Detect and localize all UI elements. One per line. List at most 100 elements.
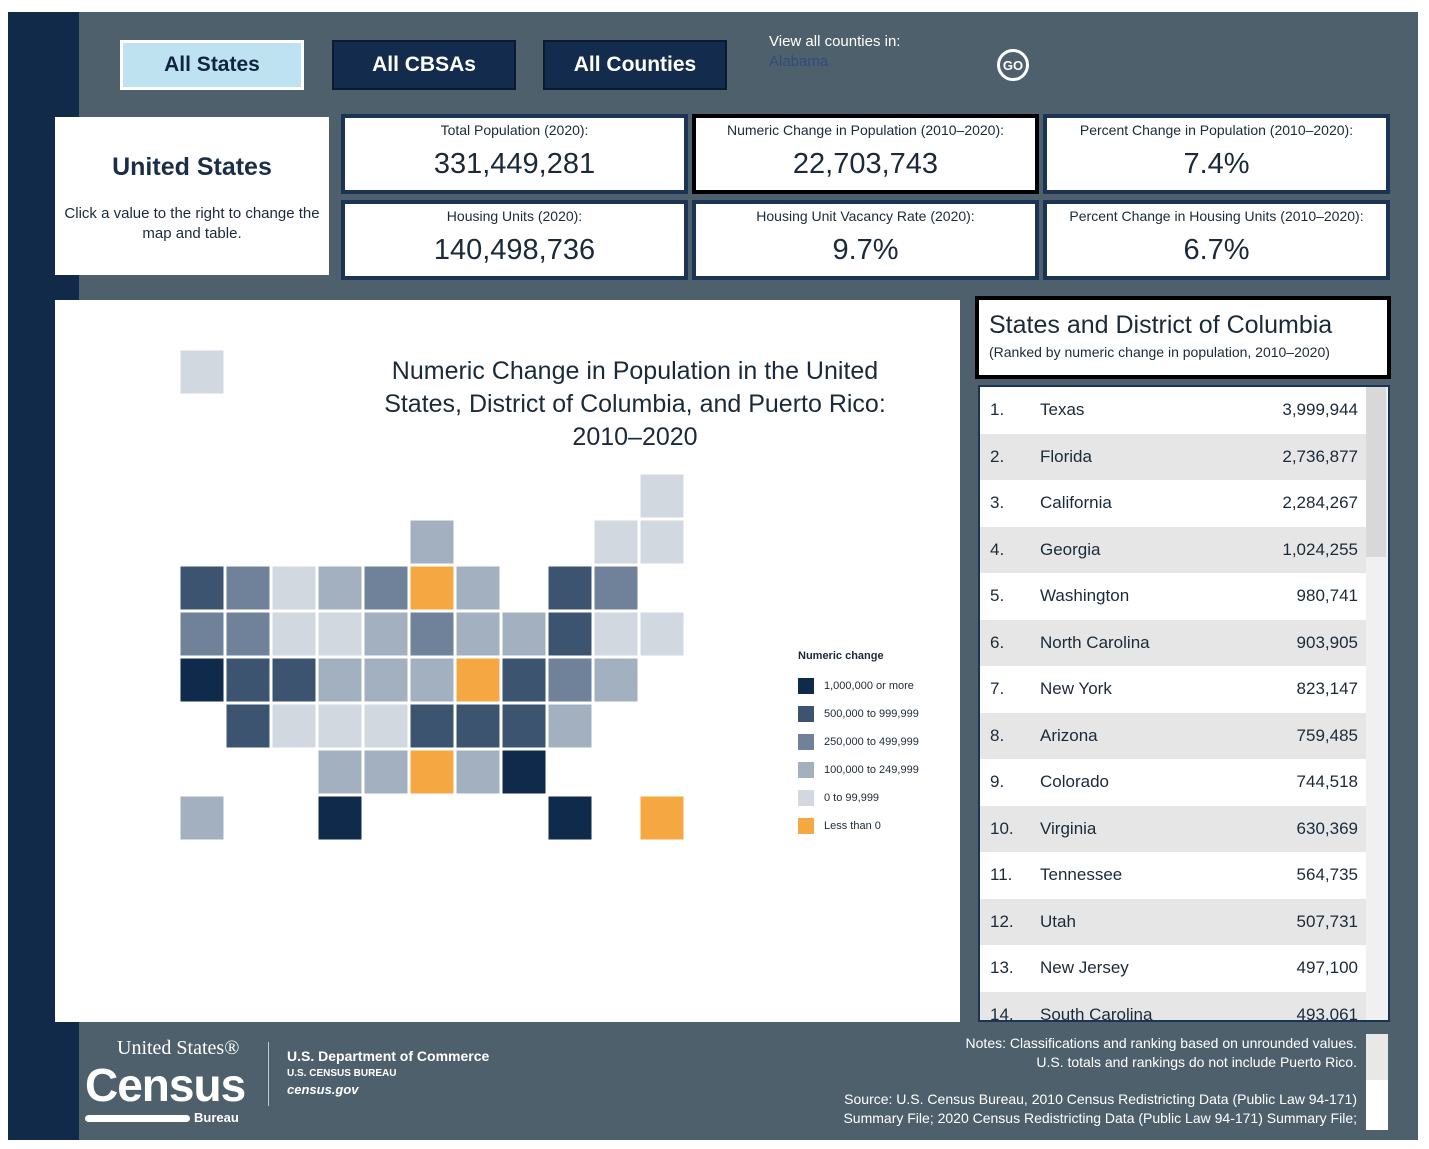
change-value: 493,061 <box>1296 1004 1358 1022</box>
state-in[interactable] <box>409 611 455 657</box>
state-hi[interactable] <box>179 795 225 841</box>
state-ks[interactable] <box>317 703 363 749</box>
table-row[interactable]: 6. North Carolina 903,905 <box>980 619 1388 666</box>
state-name: South Carolina <box>1040 1004 1153 1022</box>
state-map[interactable] <box>55 300 960 1022</box>
state-al[interactable] <box>455 749 501 795</box>
all-states-button[interactable]: All States <box>120 40 304 90</box>
legend-swatch <box>798 678 814 694</box>
state-ak[interactable] <box>179 349 225 395</box>
all-counties-button[interactable]: All Counties <box>543 40 727 90</box>
state-nv[interactable] <box>225 611 271 657</box>
change-value: 1,024,255 <box>1282 539 1358 559</box>
go-button[interactable]: GO <box>997 49 1029 81</box>
card-housing-units[interactable]: Housing Units (2020): 140,498,736 <box>341 200 688 280</box>
state-de[interactable] <box>593 657 639 703</box>
state-id[interactable] <box>225 565 271 611</box>
state-sd[interactable] <box>317 611 363 657</box>
state-ca[interactable] <box>179 657 225 703</box>
state-nc[interactable] <box>455 703 501 749</box>
ranking-header: States and District of Columbia (Ranked … <box>975 296 1391 379</box>
table-row[interactable]: 3. California 2,284,267 <box>980 480 1388 527</box>
state-il[interactable] <box>409 565 455 611</box>
state-or[interactable] <box>179 611 225 657</box>
table-row[interactable]: 13. New Jersey 497,100 <box>980 945 1388 992</box>
state-vt[interactable] <box>593 519 639 565</box>
ranking-title: States and District of Columbia <box>989 311 1333 339</box>
site-link[interactable]: census.gov <box>287 1082 359 1097</box>
notes-scrollbar-thumb[interactable] <box>1366 1034 1388 1080</box>
table-row[interactable]: 5. Washington 980,741 <box>980 573 1388 620</box>
ranking-scrollbar[interactable] <box>1366 387 1388 1020</box>
change-value: 744,518 <box>1296 772 1358 792</box>
state-wi[interactable] <box>409 519 455 565</box>
state-ga[interactable] <box>501 749 547 795</box>
state-sc[interactable] <box>501 703 547 749</box>
table-row[interactable]: 1. Texas 3,999,944 <box>980 387 1388 434</box>
card-label: Total Population (2020): <box>440 122 589 138</box>
table-row[interactable]: 14. South Carolina 493,061 <box>980 991 1388 1022</box>
state-ms[interactable] <box>409 749 455 795</box>
state-ut[interactable] <box>225 657 271 703</box>
table-row[interactable]: 7. New York 823,147 <box>980 666 1388 713</box>
card-vacancy-rate[interactable]: Housing Unit Vacancy Rate (2020): 9.7% <box>692 200 1039 280</box>
state-mt[interactable] <box>271 565 317 611</box>
state-co[interactable] <box>271 657 317 703</box>
card-numeric-change[interactable]: Numeric Change in Population (2010–2020)… <box>692 114 1039 194</box>
table-row[interactable]: 9. Colorado 744,518 <box>980 759 1388 806</box>
card-total-population[interactable]: Total Population (2020): 331,449,281 <box>341 114 688 194</box>
table-row[interactable]: 2. Florida 2,736,877 <box>980 433 1388 480</box>
logo-bottom: Bureau <box>194 1110 239 1125</box>
state-name: Colorado <box>1040 772 1109 792</box>
state-ar[interactable] <box>363 703 409 749</box>
all-cbsas-button[interactable]: All CBSAs <box>332 40 516 90</box>
state-va[interactable] <box>501 657 547 703</box>
state-wv[interactable] <box>455 657 501 703</box>
state-ok[interactable] <box>317 749 363 795</box>
state-nm[interactable] <box>271 703 317 749</box>
state-nj[interactable] <box>547 611 593 657</box>
table-row[interactable]: 12. Utah 507,731 <box>980 898 1388 945</box>
state-dc[interactable] <box>547 703 593 749</box>
state-wy[interactable] <box>271 611 317 657</box>
map-panel: Numeric Change in Population in the Unit… <box>55 300 960 1022</box>
card-housing-change[interactable]: Percent Change in Housing Units (2010–20… <box>1043 200 1390 280</box>
state-tn[interactable] <box>409 703 455 749</box>
state-fl[interactable] <box>547 795 593 841</box>
state-ct[interactable] <box>593 611 639 657</box>
logo-top: United States® <box>117 1037 240 1059</box>
state-ri[interactable] <box>639 611 685 657</box>
table-row[interactable]: 4. Georgia 1,024,255 <box>980 526 1388 573</box>
census-logo[interactable]: United States® Census Bureau <box>85 1036 246 1126</box>
state-wa[interactable] <box>179 565 225 611</box>
state-ny[interactable] <box>547 565 593 611</box>
state-nh[interactable] <box>639 519 685 565</box>
legend-item: 100,000 to 249,999 <box>798 756 919 784</box>
state-az[interactable] <box>225 703 271 749</box>
scrollbar-thumb[interactable] <box>1366 387 1386 557</box>
state-ia[interactable] <box>363 611 409 657</box>
table-row[interactable]: 10. Virginia 630,369 <box>980 805 1388 852</box>
state-pa[interactable] <box>501 611 547 657</box>
state-pr[interactable] <box>639 795 685 841</box>
card-value: 331,449,281 <box>433 148 596 180</box>
state-md[interactable] <box>547 657 593 703</box>
state-mn[interactable] <box>363 565 409 611</box>
table-row[interactable]: 8. Arizona 759,485 <box>980 712 1388 759</box>
state-name: New Jersey <box>1040 958 1129 978</box>
legend-swatch <box>798 706 814 722</box>
state-mo[interactable] <box>363 657 409 703</box>
state-name: North Carolina <box>1040 632 1150 652</box>
state-me[interactable] <box>639 473 685 519</box>
state-ma[interactable] <box>593 565 639 611</box>
state-nd[interactable] <box>317 565 363 611</box>
state-ne[interactable] <box>317 657 363 703</box>
state-mi[interactable] <box>455 565 501 611</box>
card-percent-change[interactable]: Percent Change in Population (2010–2020)… <box>1043 114 1390 194</box>
state-tx[interactable] <box>317 795 363 841</box>
state-oh[interactable] <box>455 611 501 657</box>
state-select[interactable]: Alabama <box>769 53 829 70</box>
state-ky[interactable] <box>409 657 455 703</box>
state-la[interactable] <box>363 749 409 795</box>
table-row[interactable]: 11. Tennessee 564,735 <box>980 852 1388 899</box>
